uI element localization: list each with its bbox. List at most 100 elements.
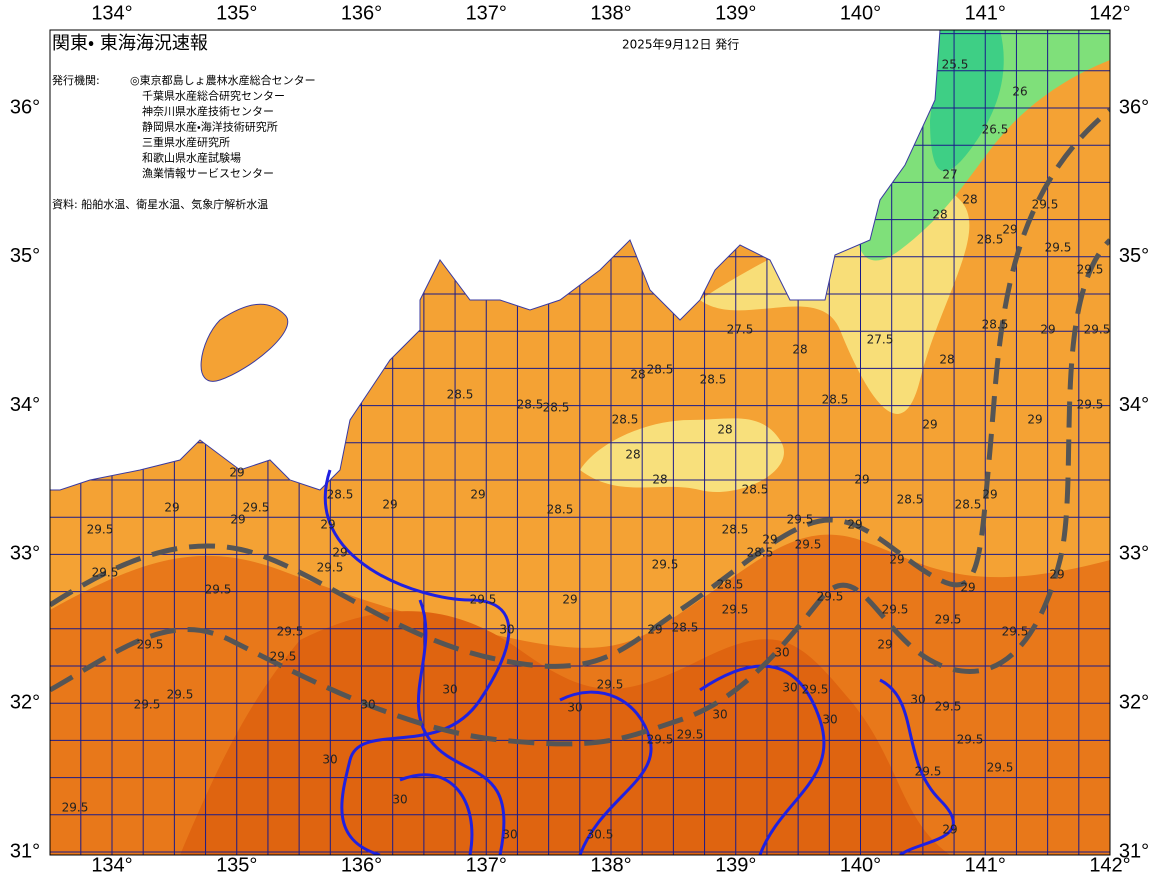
contour-label: 28: [630, 368, 645, 382]
contour-label: 29.5: [205, 583, 232, 597]
lon-label: 140°: [840, 854, 881, 876]
contour-label: 28: [625, 448, 640, 462]
lon-label: 141°: [965, 854, 1006, 876]
contour-label: 30: [782, 681, 797, 695]
lon-label: 140°: [840, 2, 881, 24]
contour-label: 28.5: [547, 503, 574, 517]
contour-label: 28.5: [747, 546, 774, 560]
lon-label: 134°: [91, 854, 132, 876]
lat-label: 36°: [1119, 96, 1149, 118]
contour-label: 29: [647, 623, 662, 637]
contour-label: 29.5: [795, 538, 822, 552]
lat-label: 36°: [10, 96, 40, 118]
contour-label: 29: [1002, 223, 1017, 237]
contour-label: 29: [847, 518, 862, 532]
title: 関東・ 東海海況速報: [52, 33, 208, 54]
lat-label: 33°: [1119, 543, 1149, 565]
contour-label: 29: [230, 513, 245, 527]
contour-label: 29.5: [677, 728, 704, 742]
lat-label: 34°: [1119, 394, 1149, 416]
contour-label: 29.5: [597, 678, 624, 692]
contour-label: 28.5: [977, 233, 1004, 247]
contour-label: 29.5: [277, 625, 304, 639]
contour-label: 29.5: [817, 590, 844, 604]
contour-label: 29: [562, 593, 577, 607]
contour-label: 28.5: [612, 413, 639, 427]
issuer: 千葉県水産総合研究センター: [142, 89, 285, 103]
contour-label: 30: [392, 793, 407, 807]
contour-label: 29: [982, 488, 997, 502]
issuer: 三重県水産研究所: [142, 135, 230, 149]
contour-label: 30: [822, 713, 837, 727]
contour-label: 29.5: [1077, 398, 1104, 412]
contour-label: 29: [922, 418, 937, 432]
contour-label: 29.5: [270, 650, 297, 664]
contour-label: 28: [792, 343, 807, 357]
lon-label: 139°: [715, 854, 756, 876]
contour-label: 25.5: [942, 58, 969, 72]
contour-label: 29.5: [652, 558, 679, 572]
lon-label: 138°: [590, 2, 631, 24]
source: 資料: 船舶水温、衛星水温、気象庁解析水温: [52, 197, 268, 211]
contour-label: 28: [717, 423, 732, 437]
lon-label: 134°: [91, 2, 132, 24]
contour-label: 28.5: [327, 488, 354, 502]
contour-label: 28: [932, 208, 947, 222]
kuroshio-path: [50, 238, 1110, 747]
contour-label: 30: [322, 753, 337, 767]
contour-label: 28.5: [647, 363, 674, 377]
contour-label: 30: [567, 701, 582, 715]
lat-label: 31°: [10, 840, 40, 862]
contour-label: 28.5: [982, 318, 1009, 332]
contour-label: 29.5: [1077, 263, 1104, 277]
contour-label: 29.5: [882, 603, 909, 617]
issuer-label: 発行機関:: [52, 73, 100, 87]
kuroshio-path: [50, 108, 1110, 669]
lon-label: 136°: [341, 854, 382, 876]
contour-label: 29.5: [787, 513, 814, 527]
contour-label: 29: [762, 533, 777, 547]
contour-label: 30: [442, 683, 457, 697]
lat-label: 32°: [10, 691, 40, 713]
contour-label: 29: [1040, 323, 1055, 337]
contour-label: 30: [360, 698, 375, 712]
lat-label: 34°: [10, 394, 40, 416]
map-frame: [49, 29, 1111, 856]
contour-label: 30: [910, 693, 925, 707]
contour-label: 28.5: [742, 483, 769, 497]
land: [50, 30, 941, 491]
contour-label: 29: [229, 466, 244, 480]
contour-label: 28.5: [447, 388, 474, 402]
contour-label: 28: [939, 353, 954, 367]
contour-label: 29: [470, 488, 485, 502]
contour-label: 29.5: [935, 613, 962, 627]
sea: [200, 303, 289, 382]
contour-label: 27.5: [727, 323, 754, 337]
contour-label: 30: [774, 646, 789, 660]
contour-label: 28: [652, 473, 667, 487]
contour-label: 29: [889, 553, 904, 567]
contour-label: 29: [320, 518, 335, 532]
contour-label: 28.5: [722, 523, 749, 537]
lon-label: 141°: [965, 2, 1006, 24]
lon-label: 142°: [1089, 2, 1130, 24]
contour-label: 29.5: [87, 523, 114, 537]
contour-label: 29.5: [1002, 625, 1029, 639]
contour-label: 28.5: [822, 393, 849, 407]
contour-label: 27.5: [867, 333, 894, 347]
contour-label: 29.5: [62, 801, 89, 815]
issuers: ◎東京都島しょ農林水産総合センター千葉県水産総合研究センター神奈川県水産技術セン…: [130, 73, 316, 180]
issuer: 静岡県水産・海洋技術研究所: [142, 120, 278, 134]
contour-label: 28.5: [700, 373, 727, 387]
issuer: 神奈川県水産技術センター: [142, 104, 274, 118]
contour-label: 29: [854, 473, 869, 487]
issuer: ◎東京都島しょ農林水産総合センター: [130, 73, 316, 87]
lat-label: 31°: [1119, 840, 1149, 862]
lon-label: 135°: [216, 2, 257, 24]
contour-label: 28.5: [672, 621, 699, 635]
issuer: 和歌山県水産試験場: [142, 151, 241, 165]
contour-label: 28.5: [717, 578, 744, 592]
